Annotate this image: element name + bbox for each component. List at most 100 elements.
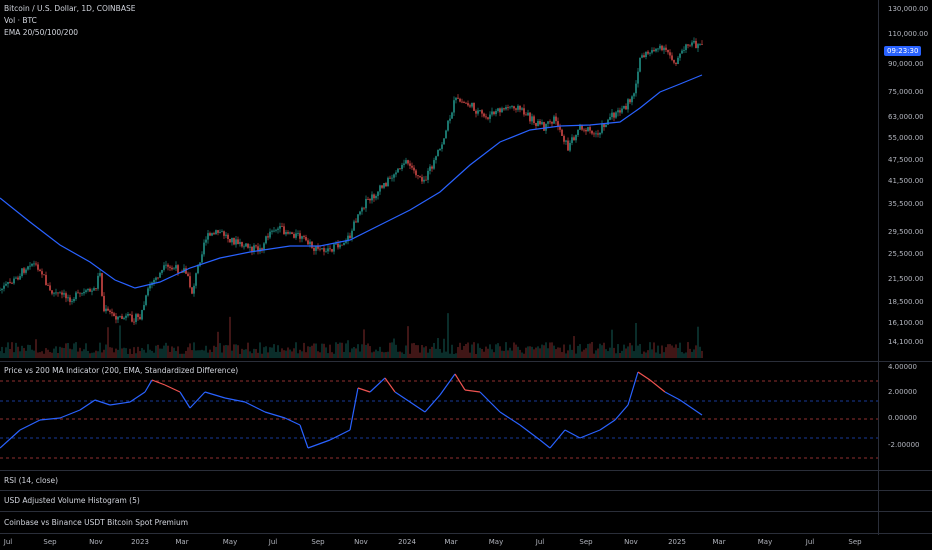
volume-bar <box>453 353 455 358</box>
candle <box>215 230 217 235</box>
volume-bar <box>163 345 165 358</box>
candle <box>573 137 575 141</box>
volume-bar <box>481 349 483 358</box>
volume-bar <box>551 342 553 358</box>
oscillator-segment <box>284 417 301 426</box>
volume-bar <box>285 350 287 358</box>
candle <box>657 48 659 50</box>
candle <box>175 265 177 269</box>
candle <box>547 121 549 124</box>
candle <box>557 121 559 127</box>
pane-divider-premium[interactable] <box>0 511 932 512</box>
candle <box>497 108 499 111</box>
candle <box>587 127 589 132</box>
candle <box>91 290 93 292</box>
volume-bar <box>363 329 365 358</box>
pane-divider-volume[interactable] <box>0 490 932 491</box>
volume-bar <box>13 352 15 358</box>
candle <box>83 291 85 294</box>
candle <box>177 265 179 273</box>
indicator-label[interactable]: Price vs 200 MA Indicator (200, EMA, Sta… <box>4 366 239 375</box>
candle <box>243 246 245 248</box>
volume-bar <box>349 352 351 358</box>
volume-bar <box>581 351 583 358</box>
volume-bar <box>565 353 567 358</box>
candle <box>77 292 79 294</box>
candle <box>283 226 285 235</box>
pane-divider-indicator[interactable] <box>0 361 932 362</box>
volume-bar <box>193 342 195 358</box>
indicator-tick: 4.00000 <box>888 363 917 371</box>
volume-bar <box>313 343 315 358</box>
candle <box>9 282 11 283</box>
volume-bar <box>391 342 393 358</box>
candle <box>299 233 301 239</box>
volume-bar <box>503 350 505 358</box>
rsi-pane-label[interactable]: RSI (14, close) <box>4 476 59 485</box>
volume-bar <box>83 349 85 358</box>
volume-bar <box>45 348 47 358</box>
candle <box>665 47 667 50</box>
candle <box>639 57 641 72</box>
candle <box>13 278 15 284</box>
volume-bar <box>169 351 171 358</box>
volume-bar <box>597 348 599 358</box>
candle <box>237 239 239 244</box>
volume-bar <box>629 342 631 358</box>
volume-bar <box>529 346 531 358</box>
candle <box>595 133 597 135</box>
volume-bar <box>515 344 517 358</box>
candle <box>527 112 529 116</box>
volume-bar <box>351 348 353 358</box>
volume-bar <box>109 347 111 358</box>
candle <box>637 71 639 84</box>
candle <box>139 316 141 320</box>
volume-bar <box>329 344 331 358</box>
candle <box>591 130 593 134</box>
candle <box>411 165 413 168</box>
volume-bar <box>669 344 671 358</box>
candle <box>361 207 363 212</box>
ema-legend[interactable]: EMA 20/50/100/200 <box>4 28 79 37</box>
volume-bar <box>445 351 447 358</box>
volume-bar <box>315 343 317 358</box>
candle <box>89 288 91 292</box>
volume-bar <box>195 350 197 358</box>
volume-bar <box>301 351 303 358</box>
candle <box>271 230 273 232</box>
volume-bar <box>103 349 105 358</box>
candle <box>501 108 503 113</box>
volume-bar <box>425 346 427 358</box>
pane-divider-rsi[interactable] <box>0 470 932 471</box>
volume-bar <box>495 344 497 358</box>
candle <box>201 254 203 263</box>
oscillator-segment <box>179 391 191 409</box>
candle <box>431 166 433 169</box>
volume-bar <box>523 353 525 358</box>
candle <box>195 273 197 286</box>
volume-bar <box>437 338 439 358</box>
volume-bar <box>271 347 273 358</box>
candle <box>687 44 689 46</box>
candle <box>609 117 611 120</box>
candle <box>55 292 57 294</box>
volume-bar <box>29 345 31 358</box>
volume-bar <box>265 346 267 358</box>
volume-bar <box>563 344 565 358</box>
volume-bar <box>591 342 593 358</box>
time-tick: Jul <box>805 538 815 546</box>
volume-bar <box>457 347 459 358</box>
volume-bar <box>275 351 277 358</box>
candle <box>647 51 649 54</box>
premium-pane-label[interactable]: Coinbase vs Binance USDT Bitcoin Spot Pr… <box>4 518 189 527</box>
volume-legend[interactable]: Vol · BTC <box>4 16 37 25</box>
candle <box>339 244 341 248</box>
candle <box>31 263 33 266</box>
time-axis-divider <box>0 533 932 534</box>
volume-bar <box>91 352 93 358</box>
candle <box>203 242 205 255</box>
volume-bar <box>317 351 319 358</box>
candle <box>413 167 415 171</box>
volume-hist-pane-label[interactable]: USD Adjusted Volume Histogram (5) <box>4 496 140 505</box>
